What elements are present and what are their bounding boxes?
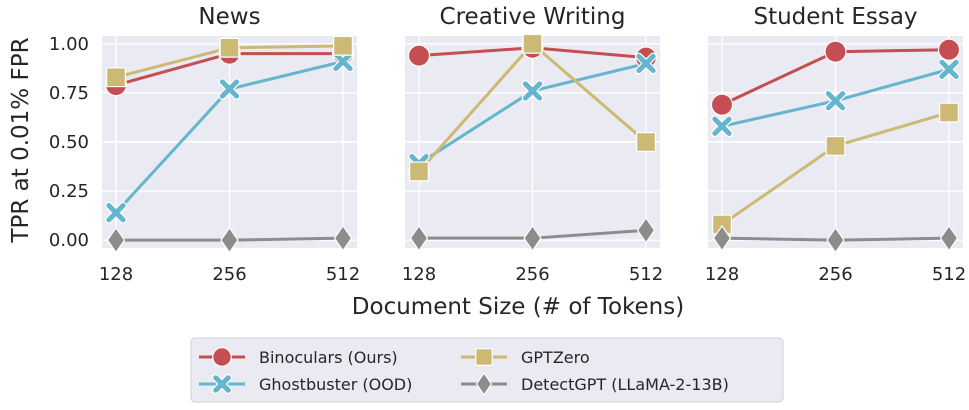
x-tick-label: 512 <box>326 264 360 285</box>
y-tick-label: 1.00 <box>49 34 89 55</box>
x-tick-label: 256 <box>515 264 549 285</box>
legend-marker <box>475 348 493 366</box>
y-tick-label: 0.50 <box>49 132 89 153</box>
data-point <box>407 44 431 67</box>
data-point <box>636 132 656 152</box>
legend-entry: GPTZero <box>461 348 590 367</box>
x-tick-label: 512 <box>932 264 966 285</box>
y-tick-label: 0.00 <box>49 230 89 251</box>
data-point <box>824 89 847 112</box>
data-point <box>409 224 429 252</box>
panel-2: Creative Writing 128 256 512 <box>402 4 663 285</box>
data-point <box>333 35 353 56</box>
data-point <box>826 226 845 254</box>
x-tick-label: 128 <box>402 264 436 285</box>
x-tick-label: 256 <box>212 264 246 285</box>
data-point <box>105 201 127 224</box>
data-point <box>938 58 960 81</box>
data-point <box>106 67 126 88</box>
data-point <box>939 102 959 123</box>
legend: Binoculars (Ours) GPTZero Ghostbuster (OOD… <box>190 337 784 403</box>
panel-title: News <box>198 4 260 30</box>
data-point <box>523 224 542 252</box>
panel-3: Student Essay 128 256 512 <box>705 4 966 285</box>
panel-1: News 128 256 512 0.00 0.25 0.50 0.75 1.00 <box>49 4 360 285</box>
y-axis-label: TPR at 0.01% FPR <box>8 37 34 243</box>
data-point <box>824 40 847 63</box>
legend-frame <box>190 337 784 403</box>
data-point <box>937 38 961 61</box>
panel-title: Student Essay <box>753 4 917 30</box>
legend-marker <box>475 372 493 396</box>
data-point <box>106 226 126 254</box>
data-point <box>218 78 241 100</box>
data-point <box>220 226 239 254</box>
x-tick-label: 256 <box>818 264 852 285</box>
legend-label: Binoculars (Ours) <box>259 348 398 367</box>
legend-label: Ghostbuster (OOD) <box>259 375 412 394</box>
legend-entry: DetectGPT (LLaMA-2-13B) <box>461 372 729 396</box>
data-point <box>710 93 734 116</box>
legend-entry: Ghostbuster (OOD) <box>199 373 412 395</box>
data-point <box>825 135 846 156</box>
data-point <box>636 217 656 244</box>
legend-label: GPTZero <box>521 348 590 367</box>
data-point <box>712 224 732 252</box>
panel-title: Creative Writing <box>440 4 626 30</box>
data-point <box>332 50 354 73</box>
panels: News 128 256 512 0.00 0.25 0.50 0.75 1.00 Creativ… <box>49 4 966 285</box>
data-point <box>522 33 543 54</box>
data-point <box>219 37 240 58</box>
x-tick-label: 128 <box>705 264 739 285</box>
y-tick-label: 0.75 <box>49 83 89 104</box>
x-tick-label: 512 <box>629 264 663 285</box>
x-axis-label: Document Size (# of Tokens) <box>352 294 684 320</box>
data-point <box>409 161 429 182</box>
data-point <box>521 80 544 102</box>
data-point <box>635 52 657 75</box>
legend-entry: Binoculars (Ours) <box>199 347 398 367</box>
legend-label: DetectGPT (LLaMA-2-13B) <box>521 375 729 394</box>
data-point <box>711 115 733 138</box>
legend-marker <box>211 373 233 395</box>
data-point <box>333 224 353 252</box>
legend-marker <box>212 347 232 367</box>
data-point <box>939 224 959 252</box>
x-tick-label: 128 <box>99 264 133 285</box>
y-tick-label: 0.25 <box>49 181 89 202</box>
